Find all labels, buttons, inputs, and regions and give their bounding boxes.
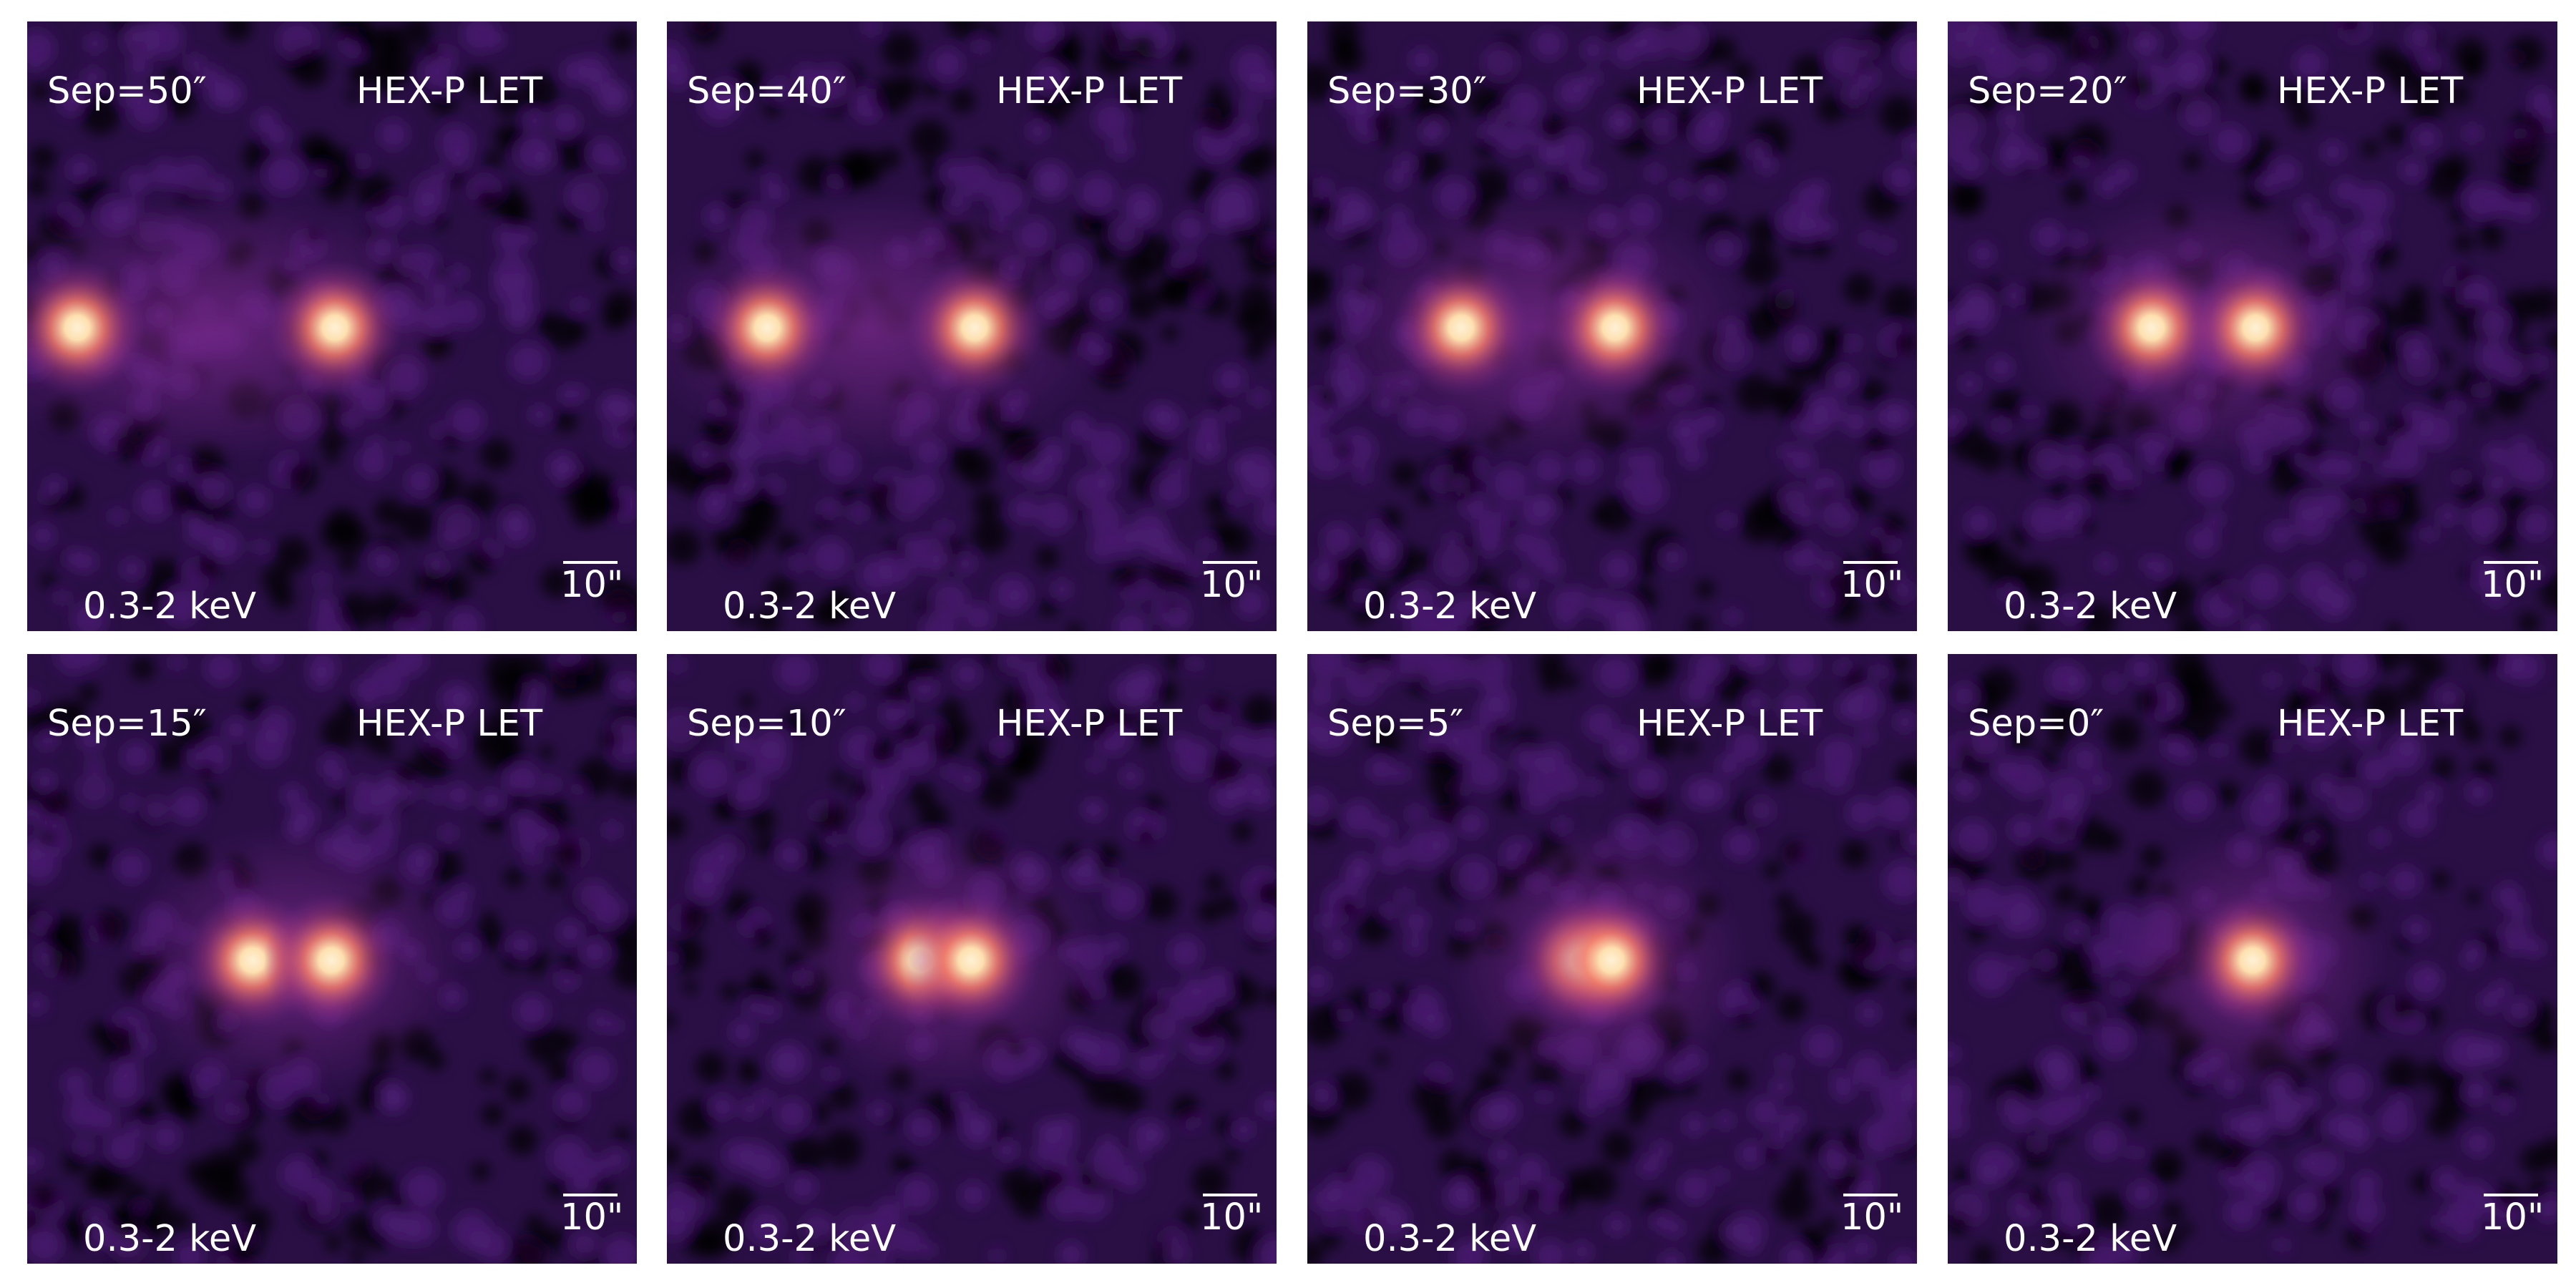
diffuse-halo [667, 192, 1111, 464]
separation-label: Sep=30″ [1327, 70, 1487, 112]
xray-image [1307, 21, 1917, 631]
scale-bar [1843, 1194, 1898, 1196]
energy-band-label: 0.3-2 keV [1363, 585, 1537, 628]
panel-sep-30: Sep=30″ HEX-P LET 0.3-2 keV 10" [1307, 21, 1917, 631]
instrument-label: HEX-P LET [996, 703, 1183, 745]
panel-sep-0: Sep=0″ HEX-P LET 0.3-2 keV 10" [1948, 654, 2557, 1264]
instrument-label: HEX-P LET [2277, 703, 2464, 745]
scale-label: 10" [1840, 564, 1904, 606]
scale-bar [1843, 561, 1898, 564]
diffuse-halo [27, 192, 471, 464]
scale-label: 10" [2481, 564, 2545, 606]
energy-band-label: 0.3-2 keV [723, 585, 897, 628]
separation-label: Sep=50″ [47, 70, 207, 112]
instrument-label: HEX-P LET [996, 70, 1183, 112]
point-source-2 [263, 892, 399, 1028]
panel-sep-5: Sep=5″ HEX-P LET 0.3-2 keV 10" [1307, 654, 1917, 1264]
separation-label: Sep=20″ [1968, 70, 2127, 112]
separation-label: Sep=5″ [1327, 703, 1464, 745]
separation-label: Sep=10″ [687, 703, 847, 745]
panel-sep-50: Sep=50″ HEX-P LET 0.3-2 keV 10" [27, 21, 637, 631]
energy-band-label: 0.3-2 keV [2004, 585, 2177, 628]
xray-image [667, 654, 1277, 1264]
panel-sep-40: Sep=40″ HEX-P LET 0.3-2 keV 10" [667, 21, 1277, 631]
xray-image [27, 654, 637, 1264]
point-source-2 [1543, 892, 1679, 1028]
separation-label: Sep=40″ [687, 70, 847, 112]
panel-sep-20: Sep=20″ HEX-P LET 0.3-2 keV 10" [1948, 21, 2557, 631]
energy-band-label: 0.3-2 keV [83, 585, 257, 628]
energy-band-label: 0.3-2 keV [2004, 1218, 2177, 1260]
point-source-2 [2187, 260, 2323, 396]
scale-label: 10" [560, 564, 624, 606]
energy-band-label: 0.3-2 keV [1363, 1218, 1537, 1260]
point-source-2 [907, 260, 1043, 396]
energy-band-label: 0.3-2 keV [83, 1218, 257, 1260]
scale-bar [563, 1194, 618, 1196]
point-source-1 [2084, 260, 2220, 396]
scale-bar [1203, 1194, 1257, 1196]
xray-image [1948, 21, 2557, 631]
point-source-2 [1547, 260, 1683, 396]
point-source-1 [27, 260, 145, 396]
point-source-1 [699, 260, 835, 396]
scale-bar [1203, 561, 1257, 564]
xray-image [667, 21, 1277, 631]
xray-image [1948, 654, 2557, 1264]
xray-image [27, 21, 637, 631]
scale-bar [563, 561, 618, 564]
point-source-1 [2185, 892, 2321, 1028]
point-source-1 [1393, 260, 1529, 396]
diffuse-halo [1325, 192, 1751, 464]
energy-band-label: 0.3-2 keV [723, 1218, 897, 1260]
scale-bar [2484, 561, 2538, 564]
scale-label: 10" [1200, 564, 1264, 606]
scale-label: 10" [1840, 1196, 1904, 1239]
scale-label: 10" [560, 1196, 624, 1239]
scale-label: 10" [2481, 1196, 2545, 1239]
panel-sep-10: Sep=10″ HEX-P LET 0.3-2 keV 10" [667, 654, 1277, 1264]
instrument-label: HEX-P LET [1636, 703, 1823, 745]
instrument-label: HEX-P LET [356, 70, 543, 112]
scale-bar [2484, 1194, 2538, 1196]
separation-label: Sep=0″ [1968, 703, 2104, 745]
point-source-2 [903, 892, 1039, 1028]
scale-label: 10" [1200, 1196, 1264, 1239]
separation-label: Sep=15″ [47, 703, 207, 745]
instrument-label: HEX-P LET [356, 703, 543, 745]
panel-sep-15: Sep=15″ HEX-P LET 0.3-2 keV 10" [27, 654, 637, 1264]
point-source-2 [267, 260, 403, 396]
instrument-label: HEX-P LET [2277, 70, 2464, 112]
xray-image [1307, 654, 1917, 1264]
instrument-label: HEX-P LET [1636, 70, 1823, 112]
